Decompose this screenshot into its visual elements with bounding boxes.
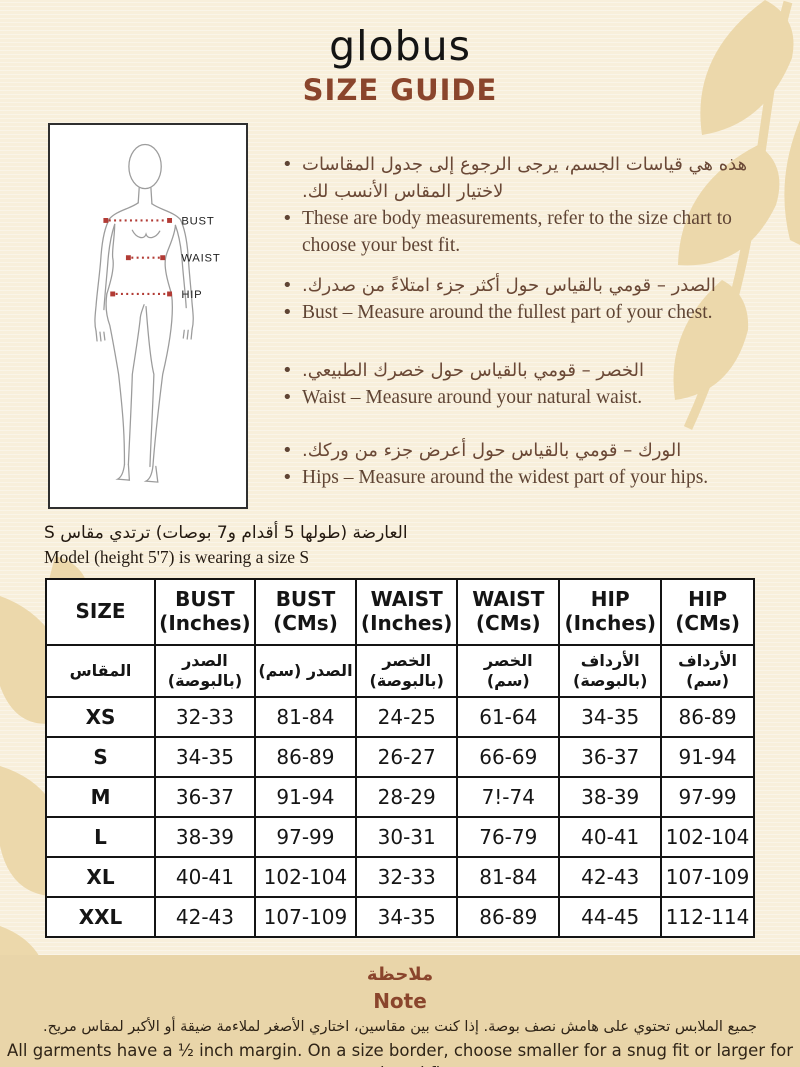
instruction-intro-english: • These are body measurements, refer to … bbox=[282, 205, 776, 259]
measurement-value: 30-31 bbox=[355, 816, 459, 858]
table-row-m: M 36-37 91-94 28-29 7!-74 38-39 97-99 bbox=[44, 776, 755, 818]
note-body-arabic: جميع الملابس تحتوي على هامش نصف بوصة. إذ… bbox=[43, 1019, 757, 1035]
measurement-value: 81-84 bbox=[456, 856, 561, 898]
note-heading-english: Note bbox=[373, 989, 427, 1013]
instruction-hip-arabic: • الورك – قومي بالقياس حول أعرض جزء من و… bbox=[282, 437, 776, 464]
waist-label: WAIST bbox=[181, 253, 220, 265]
bullet-icon: • bbox=[282, 467, 293, 488]
instruction-intro-arabic: • هذه هي قياسات الجسم، يرجى الرجوع إلى ج… bbox=[282, 151, 776, 205]
instruction-bust-arabic: • الصدر – قومي بالقياس حول أكثر جزء امتل… bbox=[282, 272, 776, 299]
measurement-value: 107-109 bbox=[660, 856, 755, 898]
bullet-icon: • bbox=[282, 360, 293, 381]
measurement-value: 86-89 bbox=[456, 896, 561, 938]
measurement-value: 32-33 bbox=[355, 856, 459, 898]
measurement-value: 61-64 bbox=[456, 696, 561, 738]
measurement-value: 42-43 bbox=[558, 856, 663, 898]
measurement-value: 26-27 bbox=[355, 736, 459, 778]
bullet-icon: • bbox=[282, 154, 293, 175]
page-title: SIZE GUIDE bbox=[302, 73, 498, 107]
note-heading-arabic: ملاحظة bbox=[366, 964, 434, 985]
measurement-instructions: • هذه هي قياسات الجسم، يرجى الرجوع إلى ج… bbox=[282, 151, 776, 491]
column-header-arabic: الصدر (بالبوصة) bbox=[154, 644, 256, 698]
size-value: M bbox=[44, 776, 157, 818]
measurement-value: 102-104 bbox=[660, 816, 755, 858]
column-header-arabic: الصدر (سم) bbox=[253, 644, 358, 698]
measurement-value: 34-35 bbox=[355, 896, 459, 938]
column-header-arabic: المقاس bbox=[44, 644, 157, 698]
column-header-arabic: الأرداف (بالبوصة) bbox=[558, 644, 663, 698]
measurement-value: 76-79 bbox=[456, 816, 561, 858]
measurement-value: 86-89 bbox=[660, 696, 755, 738]
size-value: XXL bbox=[44, 896, 157, 938]
bullet-icon: • bbox=[282, 302, 293, 323]
bullet-icon: • bbox=[282, 208, 293, 229]
bullet-icon: • bbox=[282, 440, 293, 461]
measurement-value: 34-35 bbox=[558, 696, 663, 738]
measurement-value: 112-114 bbox=[660, 896, 755, 938]
instruction-waist-english: • Waist – Measure around your natural wa… bbox=[282, 384, 776, 411]
bullet-icon: • bbox=[282, 275, 293, 296]
brand-logo: globus bbox=[329, 22, 471, 70]
mannequin-illustration: BUST WAIST HIP bbox=[94, 143, 220, 483]
measurement-value: 97-99 bbox=[253, 816, 358, 858]
note-body-english: All garments have a ½ inch margin. On a … bbox=[7, 1041, 793, 1067]
measurement-value: 36-37 bbox=[558, 736, 663, 778]
column-header: BUST (CMs) bbox=[253, 578, 358, 646]
body-measurement-diagram: BUST WAIST HIP bbox=[48, 123, 248, 509]
measurement-value: 36-37 bbox=[154, 776, 256, 818]
measurement-value: 42-43 bbox=[154, 896, 256, 938]
measurement-value: 107-109 bbox=[253, 896, 358, 938]
measurement-value: 66-69 bbox=[456, 736, 561, 778]
table-row-xxl: XXL 42-43 107-109 34-35 86-89 44-45 112-… bbox=[44, 896, 755, 938]
size-value: S bbox=[44, 736, 157, 778]
table-row-xl: XL 40-41 102-104 32-33 81-84 42-43 107-1… bbox=[44, 856, 755, 898]
column-header: WAIST (Inches) bbox=[355, 578, 459, 646]
model-size-note-arabic: العارضة (طولها 5 أقدام و7 بوصات) ترتدي م… bbox=[44, 523, 408, 543]
measurement-value: 38-39 bbox=[558, 776, 663, 818]
column-header-arabic: الخصر (سم) bbox=[456, 644, 561, 698]
size-value: XS bbox=[44, 696, 157, 738]
column-header-arabic: الخصر (بالبوصة) bbox=[355, 644, 459, 698]
measurement-value: 102-104 bbox=[253, 856, 358, 898]
table-row-xs: XS 32-33 81-84 24-25 61-64 34-35 86-89 bbox=[44, 696, 755, 738]
measurement-value: 40-41 bbox=[558, 816, 663, 858]
column-header: HIP (CMs) bbox=[660, 578, 755, 646]
measurement-value: 86-89 bbox=[253, 736, 358, 778]
measurement-value: 32-33 bbox=[154, 696, 256, 738]
instruction-waist-arabic: • الخصر – قومي بالقياس حول خصرك الطبيعي. bbox=[282, 357, 776, 384]
measurement-value: 40-41 bbox=[154, 856, 256, 898]
column-header: HIP (Inches) bbox=[558, 578, 663, 646]
bullet-icon: • bbox=[282, 387, 293, 408]
measurement-value: 81-84 bbox=[253, 696, 358, 738]
model-size-note: العارضة (طولها 5 أقدام و7 بوصات) ترتدي م… bbox=[44, 521, 474, 569]
measurement-value: 7!-74 bbox=[456, 776, 561, 818]
column-header: WAIST (CMs) bbox=[456, 578, 561, 646]
hip-label: HIP bbox=[181, 289, 202, 301]
measurement-value: 34-35 bbox=[154, 736, 256, 778]
measurement-value: 91-94 bbox=[660, 736, 755, 778]
measurement-value: 97-99 bbox=[660, 776, 755, 818]
size-value: XL bbox=[44, 856, 157, 898]
instruction-hip-english: • Hips – Measure around the widest part … bbox=[282, 464, 776, 491]
measurement-value: 44-45 bbox=[558, 896, 663, 938]
measurement-value: 91-94 bbox=[253, 776, 358, 818]
measurement-value: 38-39 bbox=[154, 816, 256, 858]
bust-label: BUST bbox=[181, 215, 214, 227]
note-section: ملاحظة Note جميع الملابس تحتوي على هامش … bbox=[0, 955, 800, 1067]
table-header-row-english: SIZE BUST (Inches) BUST (CMs) WAIST (Inc… bbox=[44, 578, 755, 646]
table-row-s: S 34-35 86-89 26-27 66-69 36-37 91-94 bbox=[44, 736, 755, 778]
column-header-arabic: الأرداف (سم) bbox=[660, 644, 755, 698]
column-header: BUST (Inches) bbox=[154, 578, 256, 646]
measurement-value: 24-25 bbox=[355, 696, 459, 738]
model-size-note-english: Model (height 5'7) is wearing a size S bbox=[44, 547, 310, 567]
table-header-row-arabic: المقاس الصدر (بالبوصة) الصدر (سم) الخصر … bbox=[44, 644, 755, 698]
size-chart-table: SIZE BUST (Inches) BUST (CMs) WAIST (Inc… bbox=[44, 578, 755, 938]
measurement-value: 28-29 bbox=[355, 776, 459, 818]
table-row-l: L 38-39 97-99 30-31 76-79 40-41 102-104 bbox=[44, 816, 755, 858]
column-header: SIZE bbox=[44, 578, 157, 646]
instruction-bust-english: • Bust – Measure around the fullest part… bbox=[282, 299, 776, 326]
size-value: L bbox=[44, 816, 157, 858]
